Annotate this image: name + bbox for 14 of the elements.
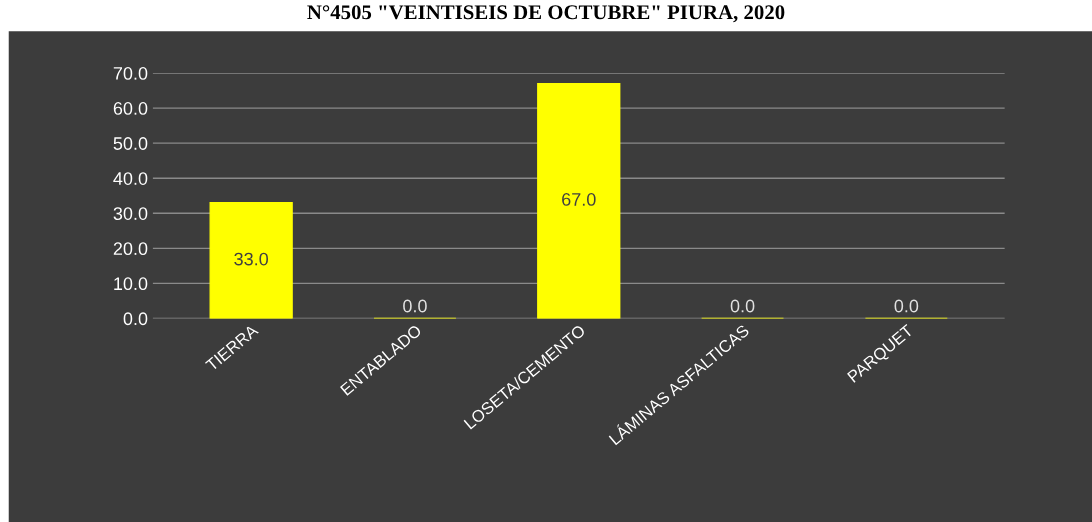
data-label: 0.0 [894,299,919,313]
data-label: 67.0 [562,193,596,206]
data-label: 33.0 [234,252,269,266]
y-tick-label: 50.0 [113,137,148,150]
y-tick-label: 30.0 [113,207,148,220]
y-tick-label: 70.0 [113,67,148,80]
data-label: 0.0 [403,299,427,313]
y-tick-label: 0.0 [123,312,148,326]
y-tick-label: 40.0 [113,172,148,185]
y-tick-label: 10.0 [114,277,148,291]
chart-title: N°4505 "VEINTISEIS DE OCTUBRE" PIURA, 2020 [307,5,785,23]
y-tick-label: 20.0 [113,242,148,256]
y-tick-label: 60.0 [113,102,148,115]
data-label: 0.0 [730,299,755,313]
